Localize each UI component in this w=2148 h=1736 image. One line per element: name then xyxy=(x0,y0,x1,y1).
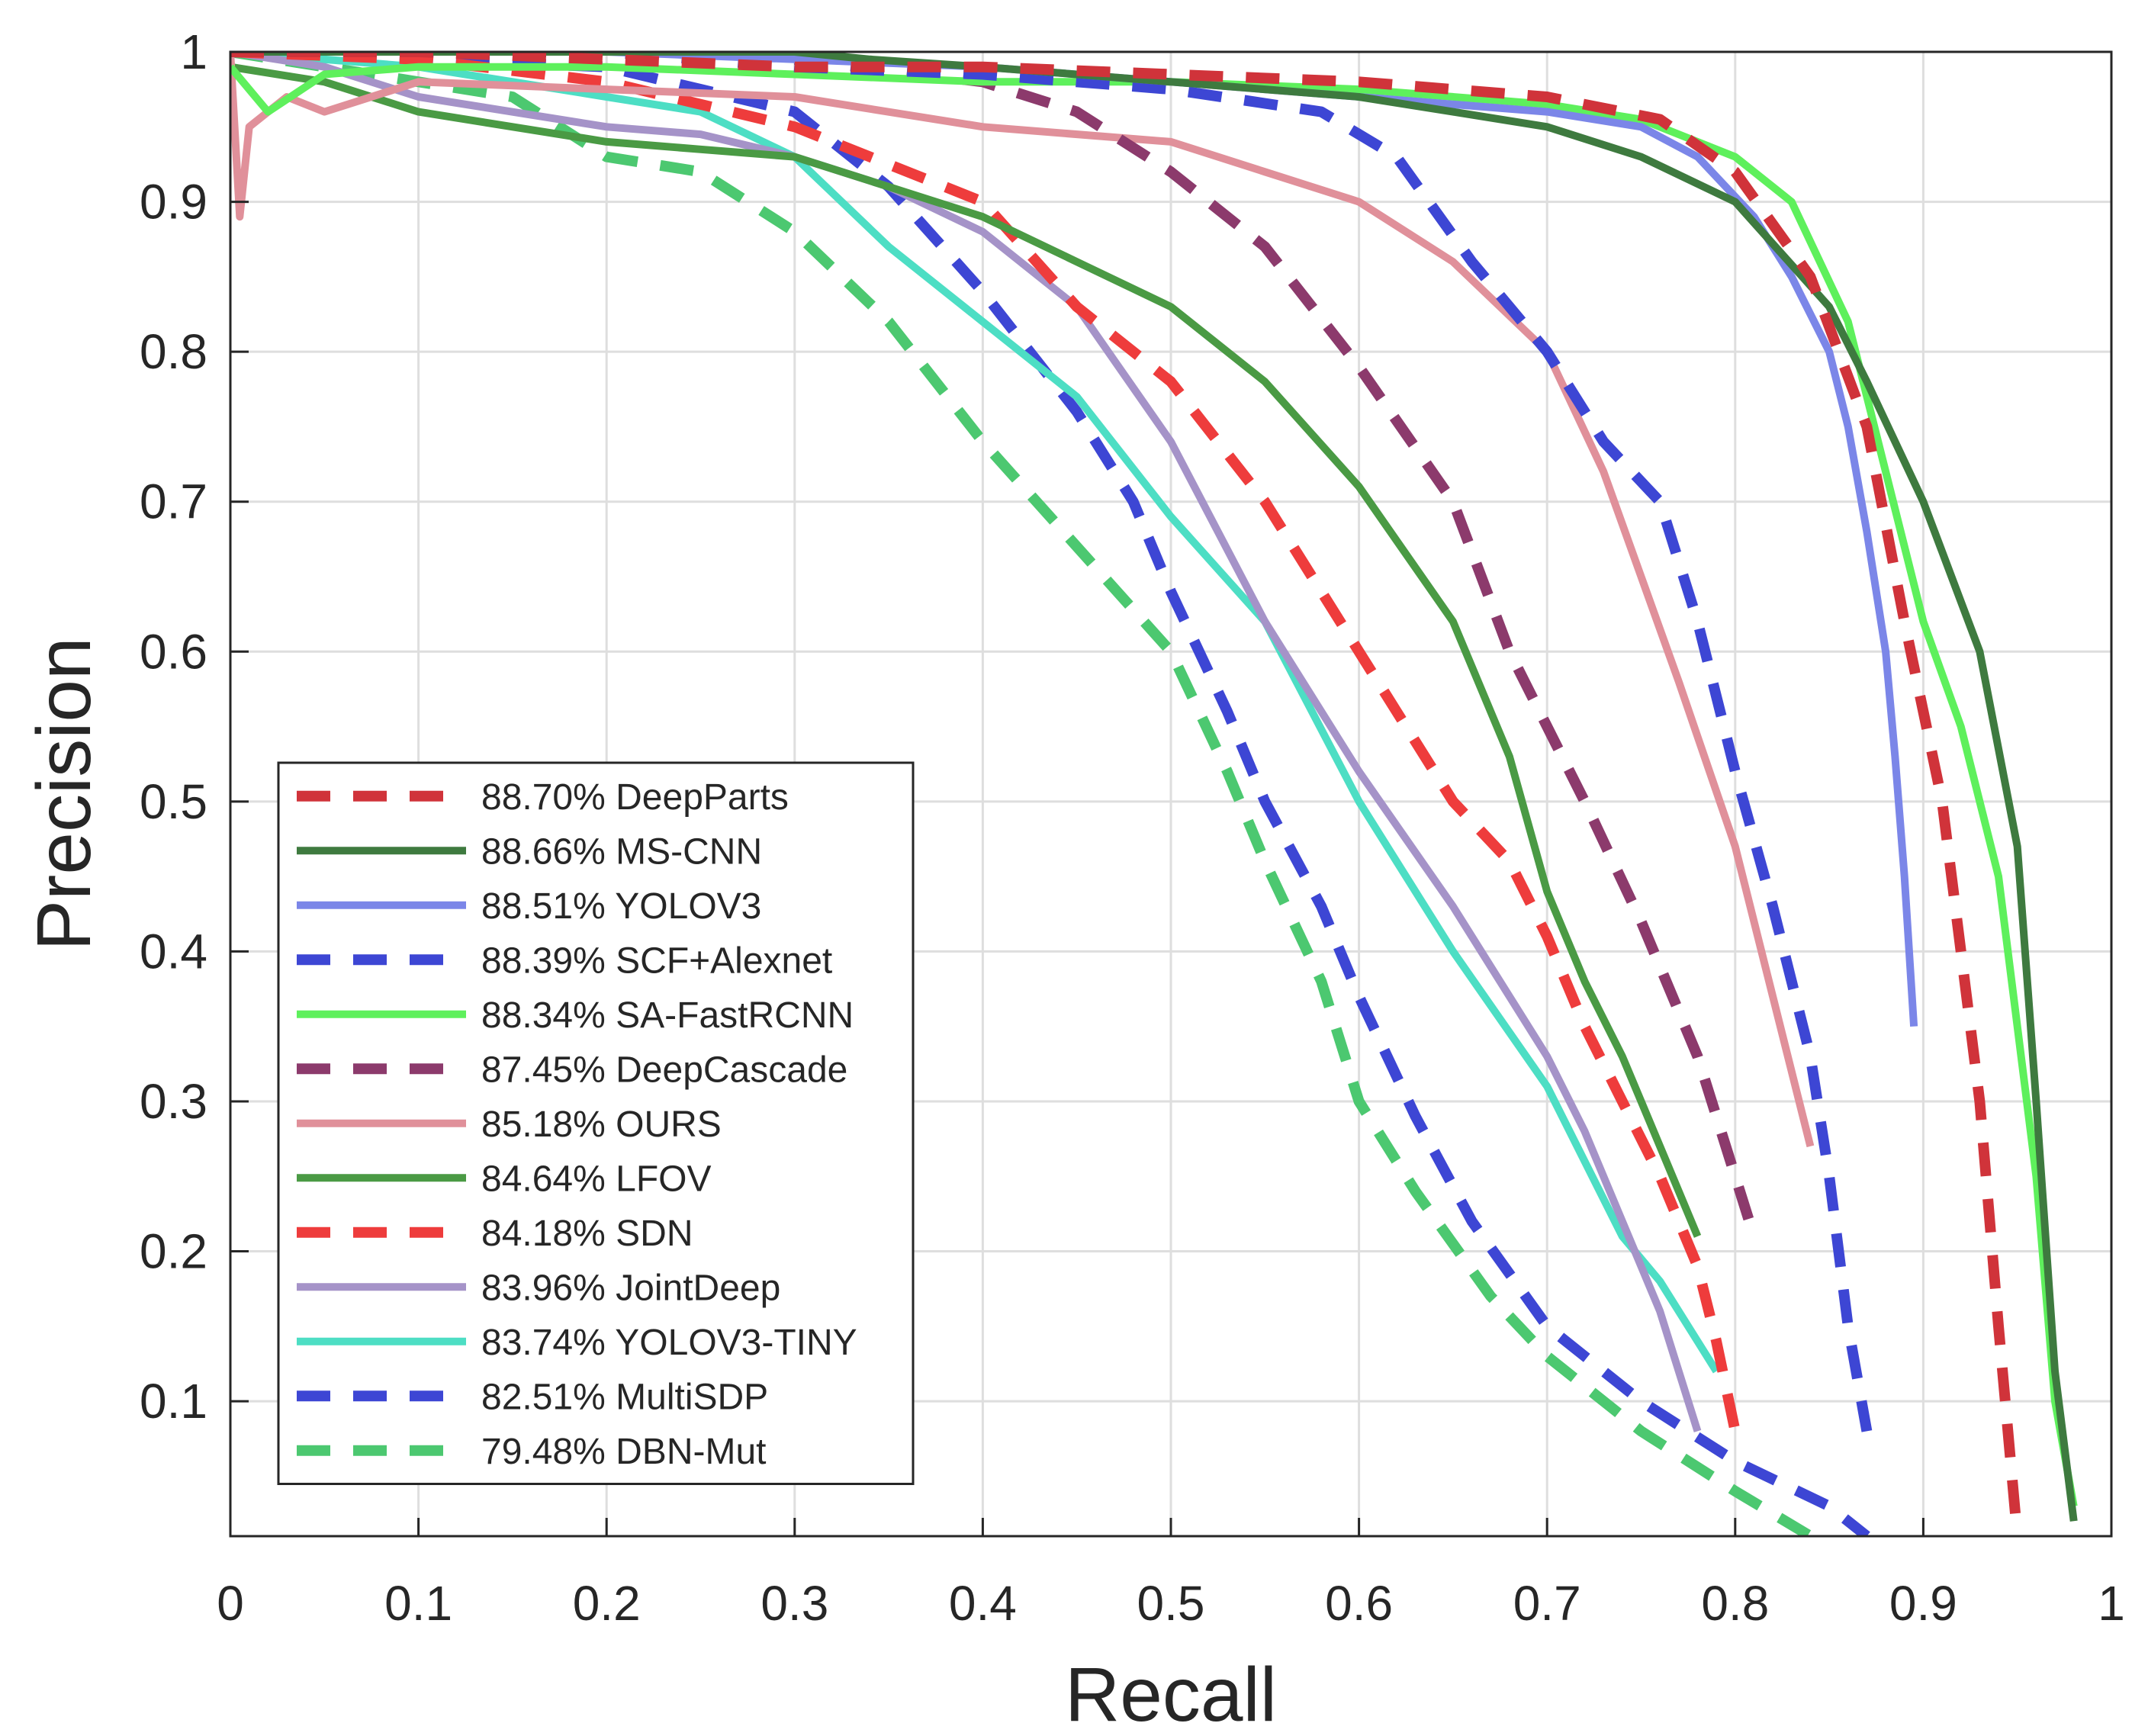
x-tick-label: 0 xyxy=(217,1576,244,1631)
legend-label: 88.51% YOLOV3 xyxy=(481,886,761,927)
ticks: 0 0.1 0.2 0.3 0.4 0.5 0.6 0.7 0.8 0.9 1 0.1 0.2 0.3 0.… xyxy=(140,24,2125,1631)
series-line-ms-cnn xyxy=(230,52,2078,1522)
legend-label: 85.18% OURS xyxy=(481,1104,722,1145)
series-line-sdn xyxy=(230,52,1741,1432)
legend-label: 83.74% YOLOV3-TINY xyxy=(481,1323,857,1363)
series-line-lfov xyxy=(230,63,1702,1238)
legend: 88.70% DeepParts 88.66% MS-CNN 88.51% YOLO… xyxy=(277,761,915,1485)
series-line-deepparts xyxy=(230,52,2023,1536)
legend-label: 88.70% DeepParts xyxy=(481,777,789,818)
series-line-yolov3 xyxy=(230,52,1918,1027)
series-line-dbn-mut xyxy=(230,52,1813,1536)
x-tick-label: 0.1 xyxy=(384,1576,452,1631)
x-tick-label: 0.3 xyxy=(760,1576,828,1631)
legend-label: 88.66% MS-CNN xyxy=(481,831,762,872)
y-tick-label: 1 xyxy=(180,24,207,79)
y-tick-label: 0.1 xyxy=(140,1374,207,1429)
legend-label: 83.96% JointDeep xyxy=(481,1268,780,1308)
y-tick-label: 0.5 xyxy=(140,774,207,829)
legend-label: 79.48% DBN-Mut xyxy=(481,1432,766,1472)
series-line-jointdeep xyxy=(230,52,1702,1432)
y-tick-label: 0.2 xyxy=(140,1224,207,1279)
x-tick-label: 0.8 xyxy=(1701,1576,1769,1631)
y-tick-label: 0.3 xyxy=(140,1074,207,1129)
legend-label: 87.45% DeepCascade xyxy=(481,1050,847,1090)
legend-label: 84.64% LFOV xyxy=(481,1159,712,1199)
legend-label: 82.51% MultiSDP xyxy=(481,1377,768,1417)
legend-label: 88.34% SA-FastRCNN xyxy=(481,995,854,1036)
y-tick-label: 0.7 xyxy=(140,474,207,529)
legend-label: 84.18% SDN xyxy=(481,1214,693,1254)
y-tick-label: 0.6 xyxy=(140,624,207,679)
x-tick-label: 0.6 xyxy=(1325,1576,1393,1631)
x-tick-label: 1 xyxy=(2098,1576,2125,1631)
y-tick-label: 0.9 xyxy=(140,175,207,230)
x-tick-label: 0.2 xyxy=(573,1576,641,1631)
x-tick-label: 0.4 xyxy=(949,1576,1017,1631)
x-axis-label: Recall xyxy=(1065,1652,1277,1736)
legend-label: 88.39% SCF+Alexnet xyxy=(481,940,832,981)
x-tick-label: 0.7 xyxy=(1513,1576,1581,1631)
series-lines xyxy=(230,52,2078,1536)
x-tick-label: 0.9 xyxy=(1889,1576,1957,1631)
y-axis-label: Precision xyxy=(21,637,107,950)
y-tick-label: 0.8 xyxy=(140,324,207,379)
y-tick-label: 0.4 xyxy=(140,924,207,979)
x-tick-label: 0.5 xyxy=(1137,1576,1205,1631)
series-line-multisdp xyxy=(230,52,1870,1536)
